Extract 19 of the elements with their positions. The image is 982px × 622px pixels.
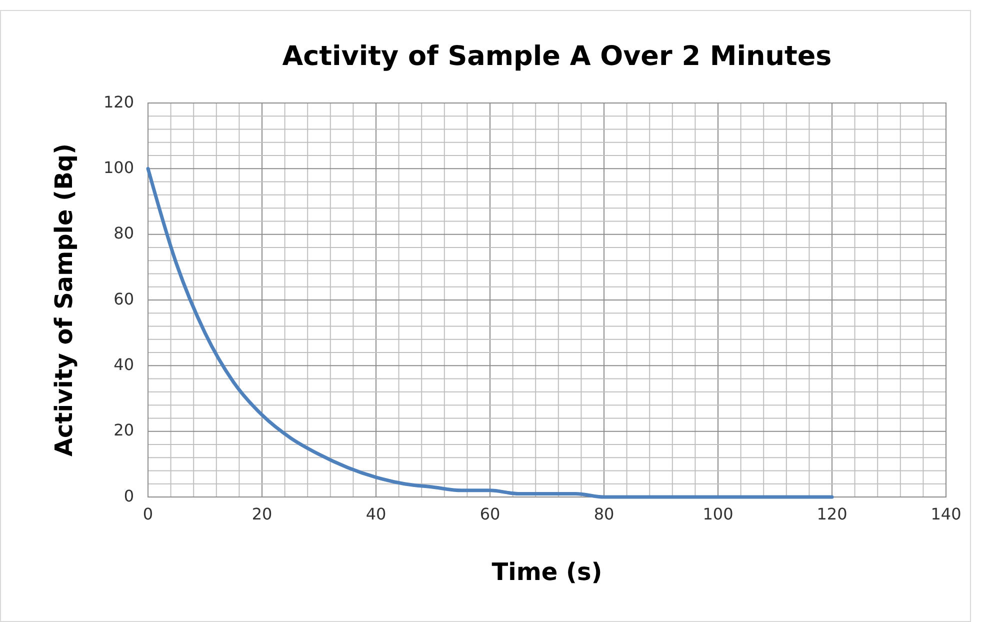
x-tick-label: 60 — [480, 504, 500, 524]
y-axis-title: Activity of Sample (Bq) — [50, 143, 78, 457]
x-tick-label: 100 — [702, 504, 734, 524]
y-tick-label: 80 — [114, 224, 134, 243]
y-tick-label: 40 — [114, 355, 134, 374]
y-tick-label: 100 — [103, 158, 134, 178]
y-tick-label: 0 — [124, 486, 134, 506]
y-tick-label: 60 — [114, 289, 134, 308]
x-tick-label: 80 — [594, 504, 614, 524]
x-tick-label: 20 — [252, 504, 272, 524]
x-tick-label: 40 — [366, 504, 386, 524]
chart-title: Activity of Sample A Over 2 Minutes — [282, 41, 832, 72]
line-series — [146, 166, 834, 499]
y-tick-label: 20 — [114, 420, 134, 440]
x-tick-label: 140 — [930, 504, 962, 524]
x-tick-label: 120 — [816, 504, 848, 524]
y-tick-label: 120 — [103, 92, 134, 112]
x-axis-title: Time (s) — [492, 558, 602, 586]
x-tick-label: 0 — [142, 504, 154, 524]
